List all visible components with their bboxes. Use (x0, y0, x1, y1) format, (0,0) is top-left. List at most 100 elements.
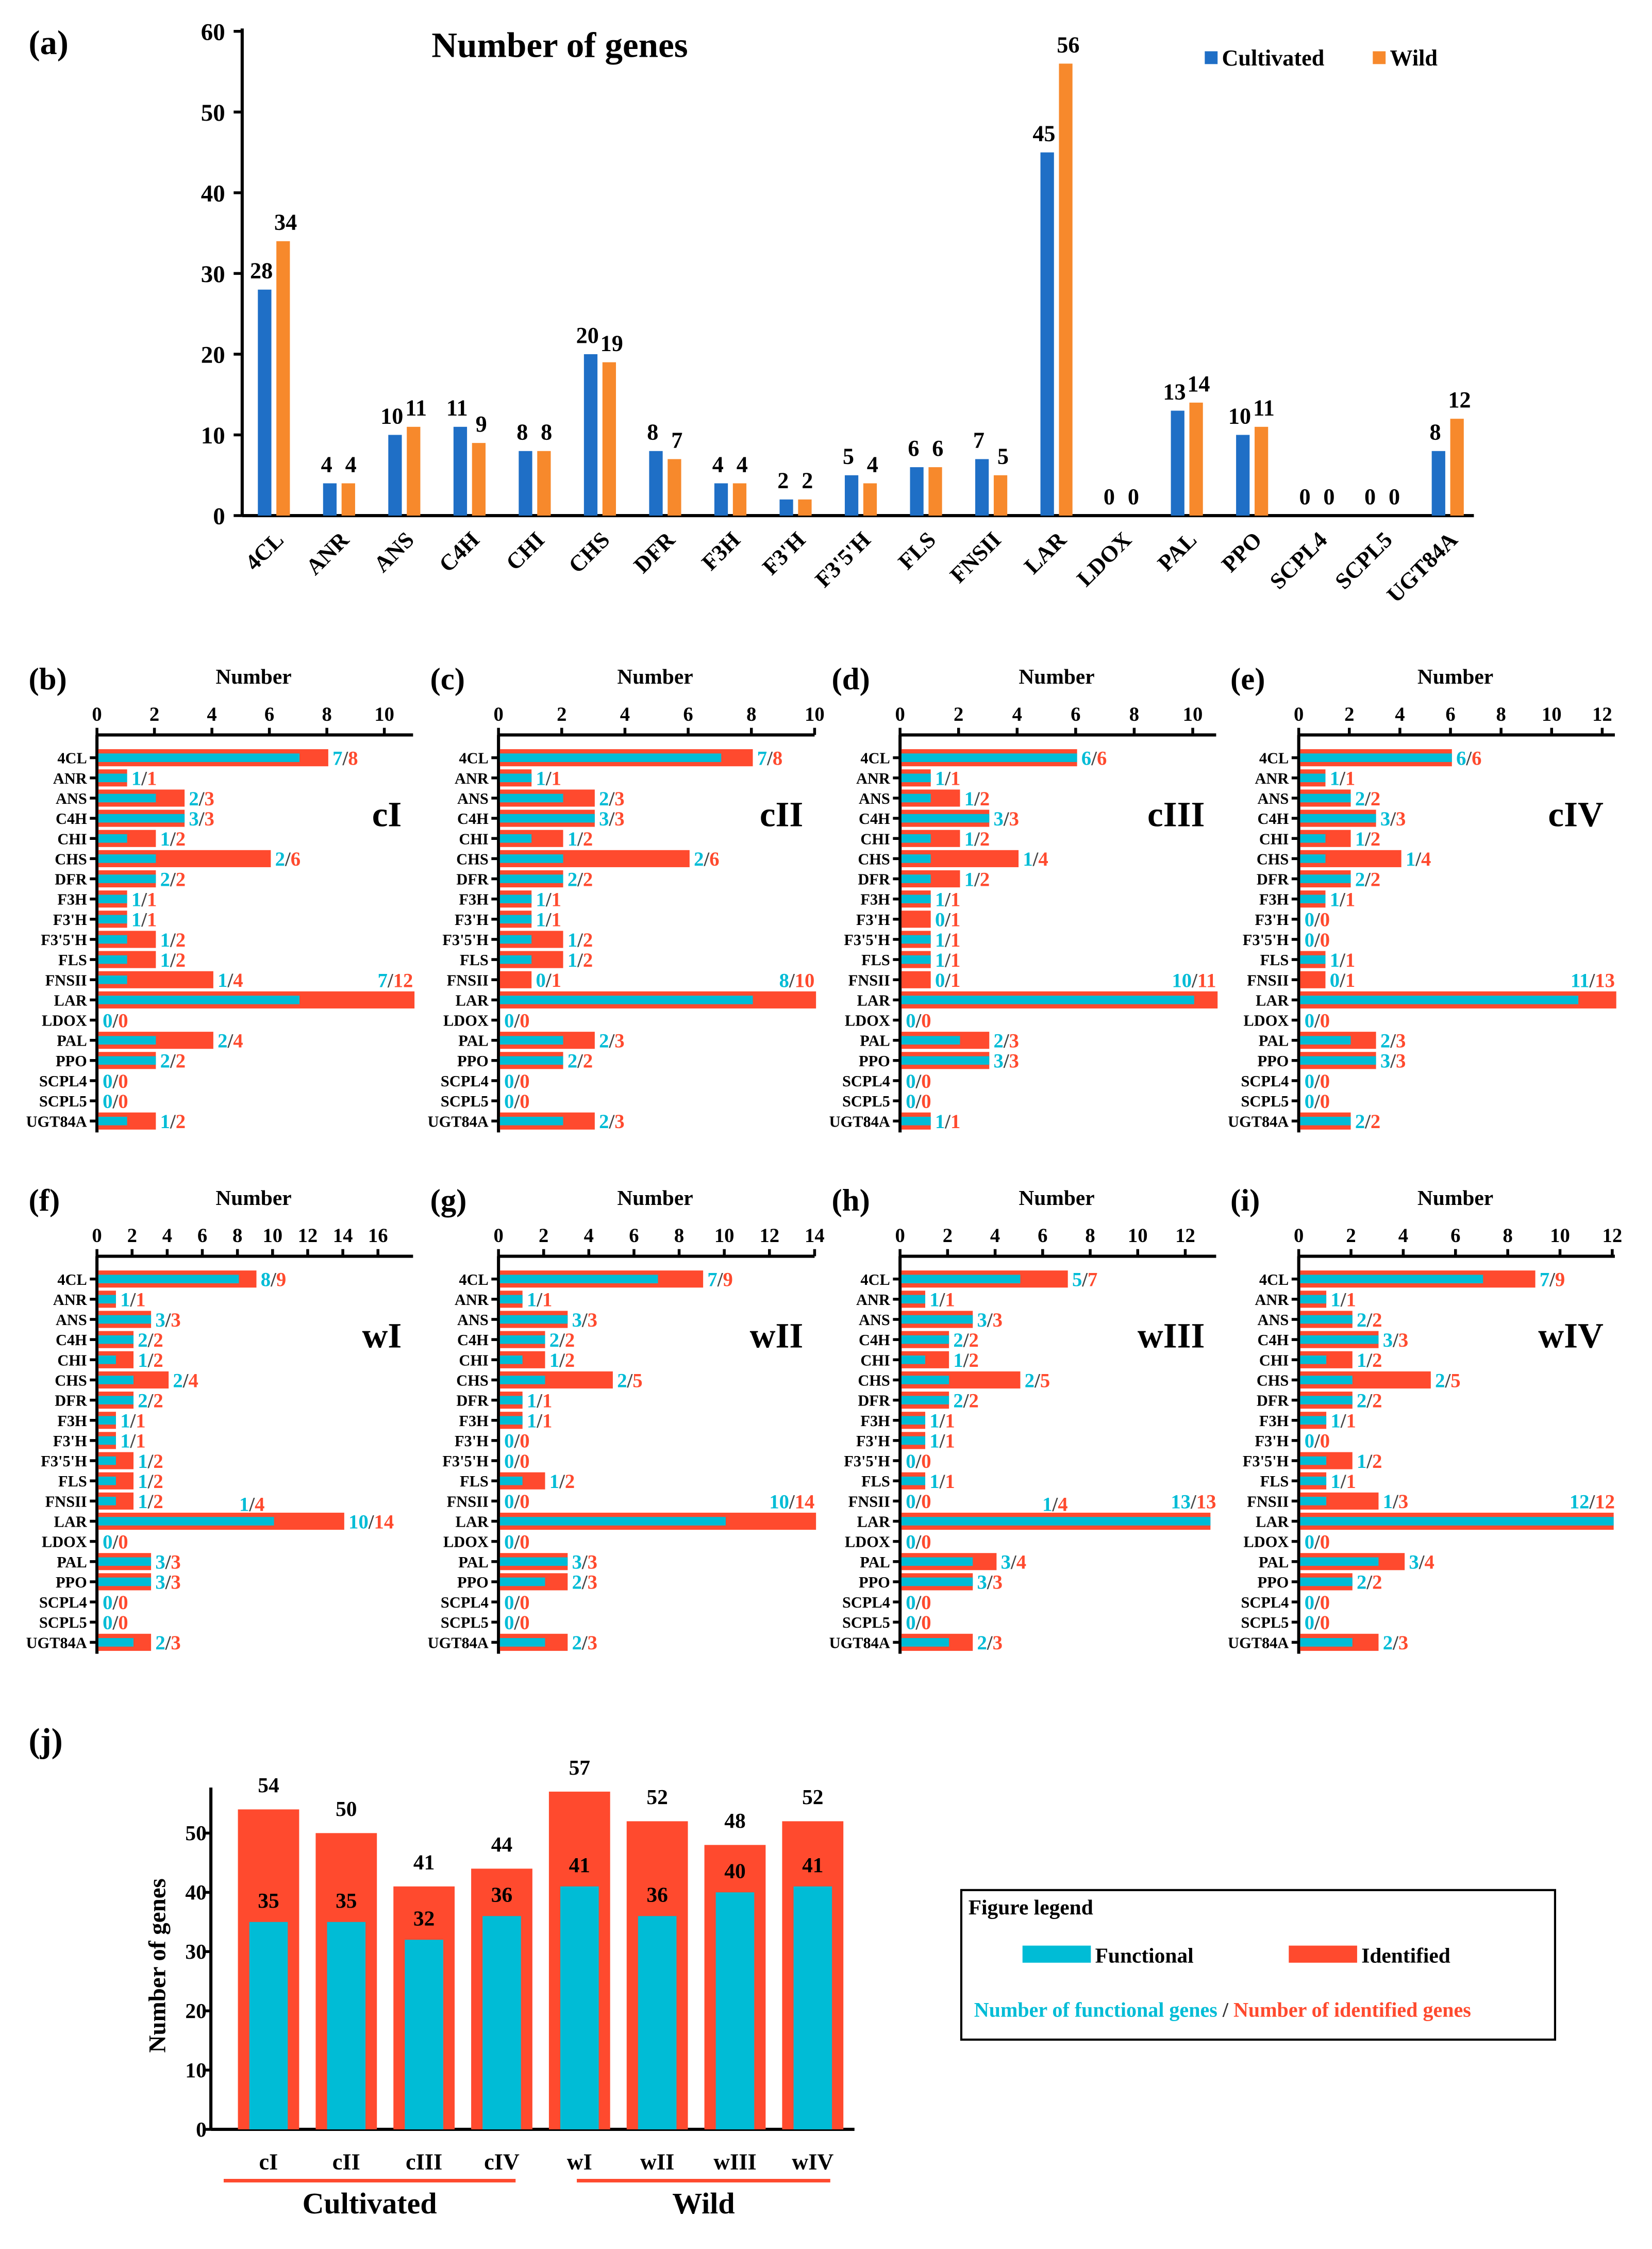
gene-label: PAL (1259, 1032, 1289, 1050)
gene-label: 4CL (1259, 1271, 1289, 1288)
functional-count: 1 (131, 909, 141, 931)
x-tick-label: 10 (714, 1225, 735, 1247)
ratio-label: 0/0 (906, 1010, 931, 1032)
bar-functional (98, 854, 156, 863)
x-tick-label: 6 (1445, 704, 1455, 725)
functional-count: 0 (1305, 930, 1314, 951)
functional-count: 1 (1330, 889, 1340, 911)
functional-count: 0 (504, 1451, 514, 1473)
functional-count: 1 (935, 1111, 945, 1133)
panel-j: (j) 0 10 20 30 40 50 Number of genes 54 35 cI 50 35 c… (28, 1722, 1556, 2220)
separator: / (170, 869, 176, 890)
gene-label: F3'5'H (844, 1452, 890, 1470)
ratio-label: 3/3 (155, 1310, 180, 1331)
gene-label: SCPL5 (842, 1093, 890, 1110)
gene-label: FLS (1260, 951, 1289, 969)
functional-count: 2 (599, 1030, 609, 1052)
separator: / (944, 970, 951, 991)
legend-title: Figure legend (969, 1895, 1093, 1919)
separator: / (963, 1330, 970, 1351)
ratio-label: 1/1 (935, 930, 960, 951)
functional-count: 1 (953, 1350, 963, 1371)
functional-count: 0 (906, 1612, 915, 1634)
gene-label: PPO (457, 1574, 489, 1591)
functional-count: 3 (155, 1572, 165, 1594)
data-label: 14 (1187, 371, 1210, 396)
identified-count: 1 (1345, 889, 1355, 911)
functional-count: 7 (707, 1269, 717, 1291)
identified-count: 2 (565, 1350, 575, 1371)
separator: / (1364, 869, 1371, 890)
functional-count: 1 (536, 889, 546, 911)
bar-functional (98, 874, 156, 883)
identified-count: 2 (583, 829, 593, 850)
gene-label: C4H (457, 810, 489, 828)
gene-label: F3'5'H (442, 931, 489, 949)
x-tick-label: 6 (197, 1225, 207, 1247)
functional-value-label: 36 (646, 1883, 668, 1907)
functional-count: 1 (1330, 1289, 1340, 1311)
bar-cultivated (910, 467, 924, 516)
identified-count: 5 (1450, 1370, 1460, 1392)
gene-label: F3H (1259, 891, 1289, 908)
ratio-label: 0/0 (1305, 1431, 1330, 1452)
identified-count: 2 (583, 869, 593, 890)
functional-count: 1 (527, 1289, 537, 1311)
separator: / (545, 768, 552, 790)
data-label: 34 (274, 210, 297, 235)
ratio-label: 0/0 (504, 1431, 529, 1452)
separator: / (608, 1030, 615, 1052)
gene-label: C4H (56, 1331, 87, 1349)
gene-label: FNSII (45, 1493, 87, 1510)
x-tick-label: 6 (1071, 704, 1080, 725)
gene-label: ANR (455, 770, 489, 787)
identified-count: 3 (171, 1632, 180, 1654)
gene-label: LDOX (443, 1012, 489, 1030)
ratio-label: 1/2 (568, 930, 593, 951)
bar-functional (499, 1036, 563, 1045)
data-label: 20 (576, 323, 599, 348)
x-axis-title: Number (1417, 665, 1493, 688)
identified-count: 1 (542, 1289, 552, 1311)
data-label: 4 (867, 452, 878, 477)
bar-functional (638, 1916, 677, 2129)
bar-functional (499, 814, 595, 823)
ratio-label: 7/9 (707, 1269, 732, 1291)
gene-label: 4CL (459, 750, 488, 767)
functional-count: 2 (1380, 1030, 1390, 1052)
functional-count: 0 (906, 1071, 915, 1093)
bar-functional (715, 1892, 755, 2129)
separator: / (939, 1411, 946, 1432)
gene-label: PPO (859, 1574, 890, 1591)
functional-value-label: 41 (569, 1853, 590, 1877)
identified-count: 2 (565, 1330, 575, 1351)
identified-count: 3 (1009, 1051, 1019, 1072)
identified-count: 0 (520, 1491, 529, 1513)
bar-functional (499, 1056, 563, 1065)
y-tick-label: 20 (185, 1999, 206, 2023)
ratio-label: 3/3 (599, 808, 624, 830)
gene-label: FLS (58, 1473, 87, 1490)
functional-count: 3 (572, 1310, 582, 1331)
bar-functional (901, 834, 931, 843)
identified-count: 0 (921, 1612, 931, 1634)
data-label: 6 (932, 436, 943, 461)
ratio-label: 2/2 (568, 869, 593, 890)
identified-count: 1 (950, 950, 960, 971)
separator: / (1314, 1531, 1321, 1553)
ratio-label: 7/8 (757, 748, 782, 769)
separator: / (1314, 1431, 1321, 1452)
functional-count: 2 (1357, 1572, 1366, 1594)
identified-count: 2 (176, 1111, 186, 1133)
separator: / (112, 1531, 119, 1553)
functional-count: 2 (568, 1051, 577, 1072)
separator: / (165, 1310, 172, 1331)
identified-count: 11 (1197, 970, 1216, 992)
functional-count: 2 (160, 1051, 170, 1072)
gene-label: LDOX (845, 1533, 890, 1551)
y-tick-label: 40 (201, 180, 225, 207)
functional-count: 0 (504, 1091, 514, 1113)
